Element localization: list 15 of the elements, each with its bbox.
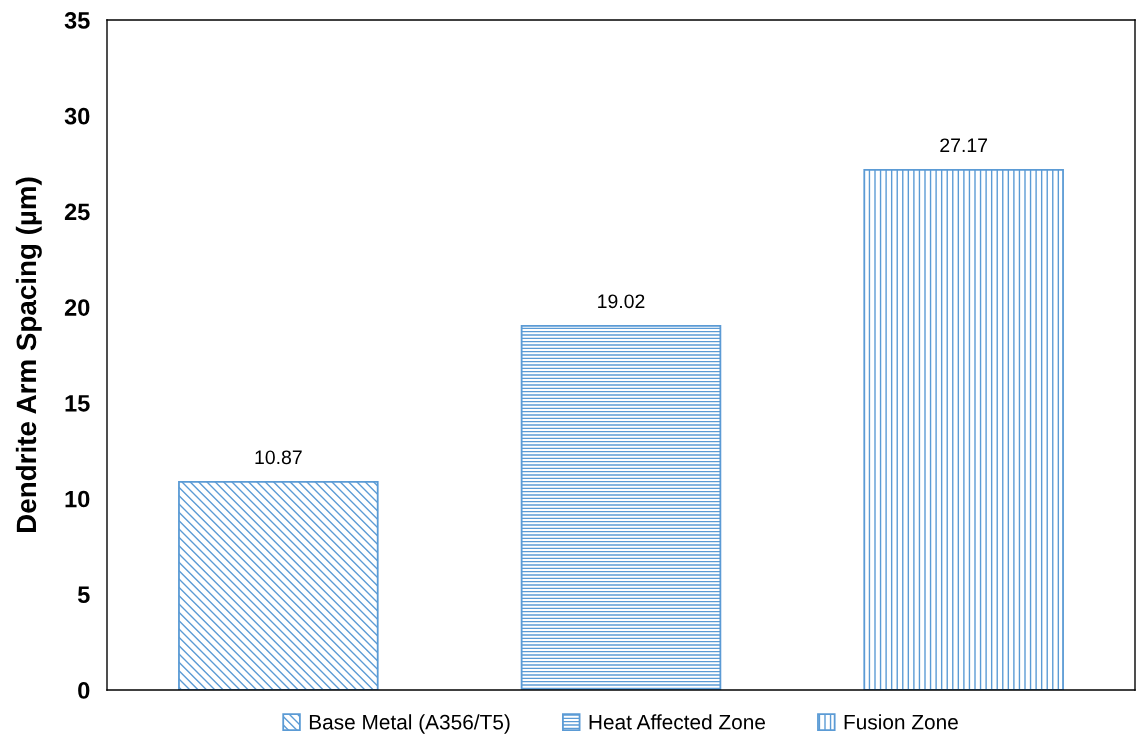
y-tick-label: 5 — [77, 586, 90, 604]
y-tick-label: 35 — [64, 12, 90, 29]
data-label: 27.17 — [940, 138, 988, 152]
data-label: 10.87 — [255, 450, 302, 465]
legend-label: Fusion Zone — [844, 714, 958, 730]
y-tick-label: 25 — [64, 203, 90, 221]
y-axis-title: Dendrite Arm Spacing (µm) — [15, 177, 42, 532]
legend-label: Base Metal (A356/T5) — [309, 714, 510, 734]
y-tick-label: 15 — [65, 395, 90, 412]
y-tick-label: 20 — [64, 299, 90, 316]
y-tick-label: 0 — [78, 682, 90, 699]
data-label: 19.02 — [598, 294, 645, 309]
legend-label: Heat Affected Zone — [589, 714, 765, 730]
y-tick-label: 30 — [64, 107, 90, 125]
y-tick-label: 10 — [65, 490, 90, 508]
